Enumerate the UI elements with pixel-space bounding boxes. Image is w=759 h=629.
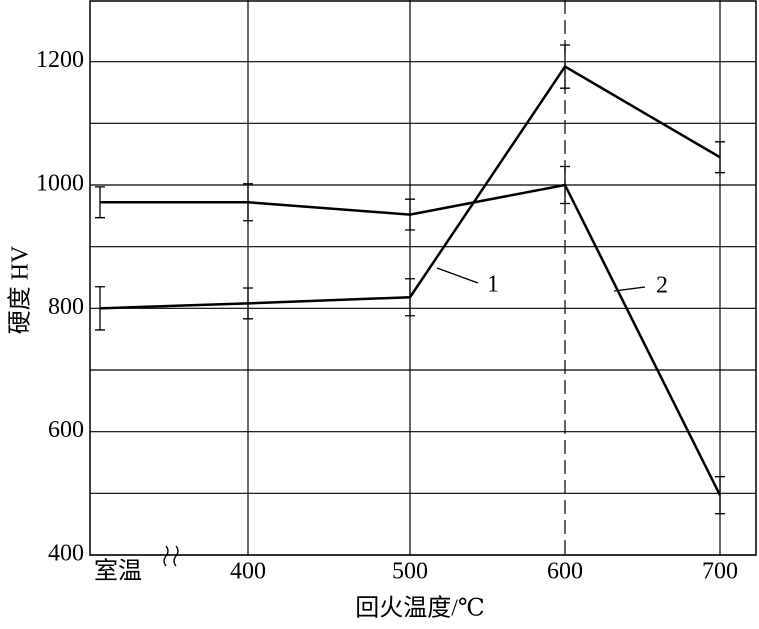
y-tick-label: 1000 xyxy=(36,171,84,197)
error-bar xyxy=(715,476,725,515)
y-axis-label: 硬度 HV xyxy=(7,245,34,334)
axis-break xyxy=(163,545,179,567)
error-bar xyxy=(95,186,105,219)
y-tick-label: 1200 xyxy=(36,47,84,73)
series-label: 2 xyxy=(656,273,668,299)
x-axis-label: 回火温度/℃ xyxy=(355,595,485,622)
label-leader xyxy=(613,286,646,292)
error-bar xyxy=(405,278,415,317)
series-label: 1 xyxy=(487,272,499,298)
error-bar xyxy=(560,165,570,205)
y-tick-label: 400 xyxy=(48,541,84,567)
x-tick-label: 400 xyxy=(230,559,266,585)
error-bar xyxy=(405,198,415,231)
error-bar xyxy=(243,287,253,320)
error-bar xyxy=(560,44,570,89)
error-bar xyxy=(243,183,253,222)
x-tick-label: 700 xyxy=(702,559,738,585)
x-tick-label: 600 xyxy=(547,559,583,585)
x-tick-label: 500 xyxy=(392,559,428,585)
x-tick-label: 室温 xyxy=(94,558,142,585)
error-bar xyxy=(95,286,105,331)
error-bar xyxy=(715,141,725,174)
label-leader xyxy=(436,267,479,284)
y-tick-label: 800 xyxy=(48,294,84,320)
y-tick-label: 600 xyxy=(48,417,84,443)
